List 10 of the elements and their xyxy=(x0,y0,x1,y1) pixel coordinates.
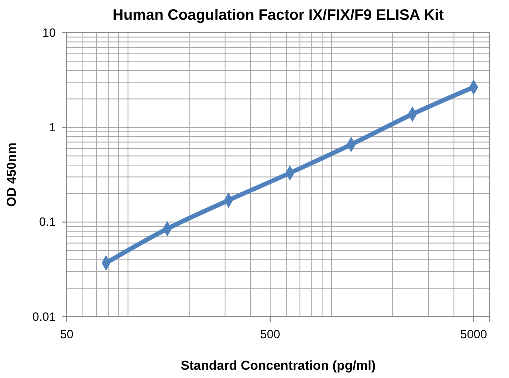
x-axis-title: Standard Concentration (pg/ml) xyxy=(181,358,376,373)
y-tick-label: 10 xyxy=(42,26,56,40)
x-tick-label: 5000 xyxy=(460,328,488,342)
x-tick-label: 500 xyxy=(260,328,281,342)
x-tick-label: 50 xyxy=(60,328,74,342)
chart-title: Human Coagulation Factor IX/FIX/F9 ELISA Kit xyxy=(112,7,444,24)
y-axis-title: OD 450nm xyxy=(4,142,19,208)
y-tick-label: 1 xyxy=(49,120,56,135)
y-tick-label: 0.1 xyxy=(39,215,56,230)
y-tick-label: 0.01 xyxy=(32,310,56,324)
